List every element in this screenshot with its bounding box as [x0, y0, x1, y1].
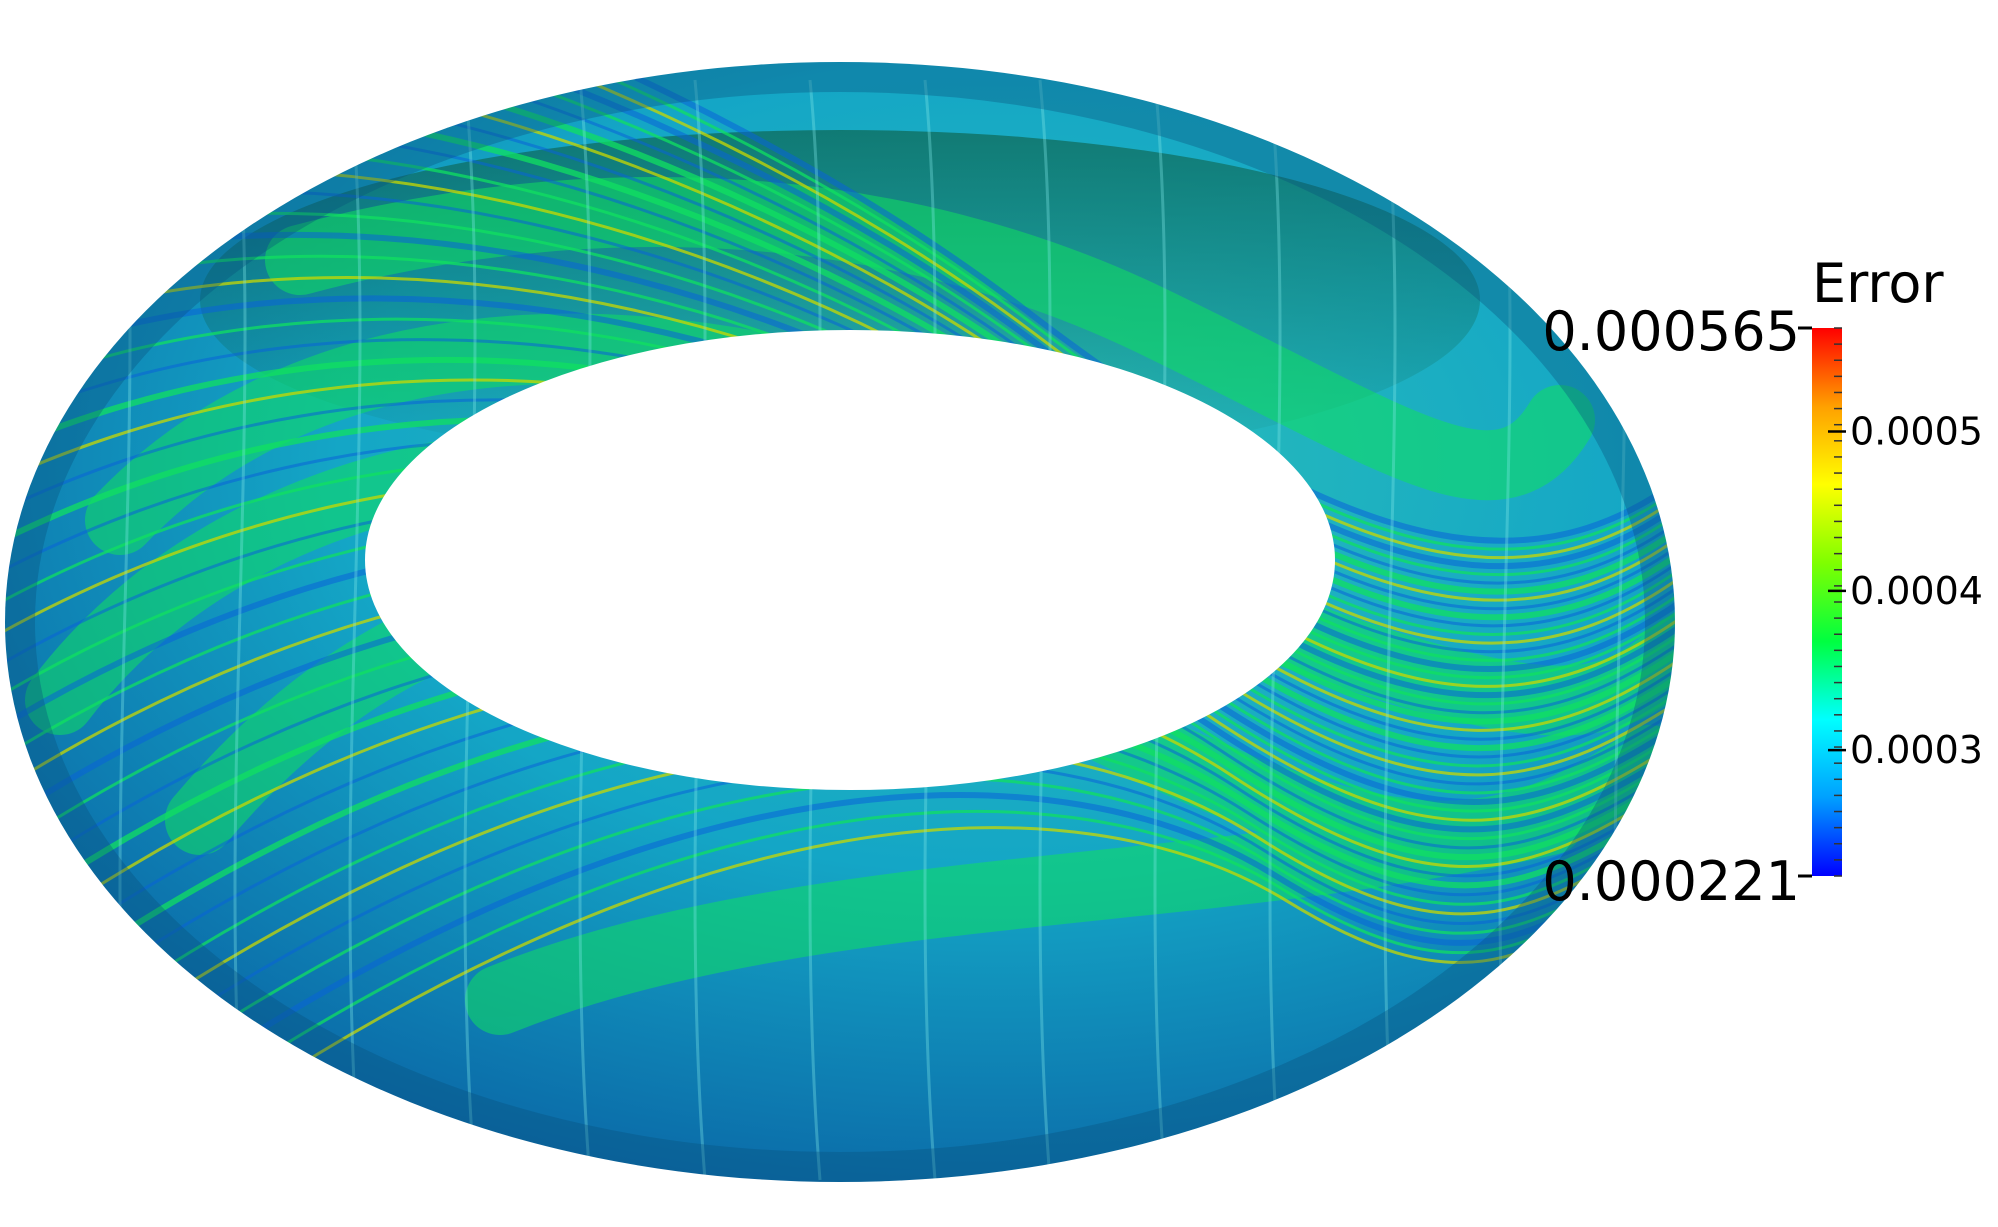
- surface-meridian: [233, 79, 247, 1181]
- surface-stripe: [0, 211, 1721, 662]
- surface-stripe: [5, 513, 1721, 795]
- surface-stripe: [0, 254, 1721, 680]
- surface-stripe: [0, 338, 1721, 715]
- surface-stripe: [0, 378, 1721, 732]
- surface-stripe: [0, 26, 1722, 595]
- surface-stripe: [60, 691, 1722, 975]
- surface-stripe: [78, 743, 1721, 1058]
- surface-stripe: [94, 792, 1722, 1143]
- surface-meridian: [693, 79, 707, 1181]
- surface-stripe: [0, 231, 1722, 672]
- surface-stripe: [0, 416, 1722, 752]
- surface-band: [25, 424, 1715, 736]
- surface-meridian: [118, 79, 132, 1181]
- surface-stripe: [0, 317, 1721, 706]
- colorbar-tick-label: 0.0004: [1850, 569, 1983, 613]
- surface-meridian: [1613, 79, 1627, 1181]
- surface-stripe: [0, 456, 1721, 768]
- colorbar-tick-label: 0.0005: [1850, 410, 1983, 454]
- colorbar-tick-label: 0.0003: [1850, 728, 1983, 772]
- surface-stripe: [22, 569, 1721, 822]
- surface-stripe: [0, 122, 1721, 628]
- surface-stripe: [0, 295, 1722, 699]
- surface-meridian: [1383, 79, 1397, 1181]
- surface-stripe: [55, 675, 1721, 946]
- surface-stripe: [16, 550, 1721, 813]
- surface-meridian: [578, 79, 592, 1181]
- surface-meridian: [348, 79, 362, 1181]
- surface-stripe: [0, 476, 1721, 777]
- surface-band: [265, 177, 1595, 501]
- surface-stripe: [0, 276, 1721, 688]
- surface-stripe: [67, 709, 1721, 1002]
- surface-stripe: [0, 189, 1721, 654]
- colorbar-tick-labels: 0.0005 0.0004 0.0003: [1828, 410, 1983, 772]
- surface-meridian: [463, 79, 477, 1181]
- surface-stripe: [0, 97, 1722, 621]
- surface-meridian: [1498, 79, 1512, 1181]
- surface-stripe: [0, 398, 1721, 741]
- surface-stripe: [100, 809, 1721, 1170]
- colorbar-title: Error: [1812, 252, 1944, 315]
- surface-stripe: [89, 776, 1721, 1114]
- surface-stripe: [10, 530, 1722, 805]
- surface-stripe: [0, 3, 1721, 585]
- surface-stripe: [0, 437, 1721, 759]
- surface-stripe: [407, 0, 1722, 551]
- surface-stripe: [203, 0, 1722, 577]
- surface-stripe: [33, 605, 1721, 841]
- surface-stripe: [357, 0, 1722, 560]
- surface-meridian: [1153, 79, 1167, 1181]
- surface-stripe: [83, 760, 1721, 1086]
- surface-stripe: [444, 0, 1723, 544]
- surface-stripe: [106, 826, 1721, 1198]
- surface-meridian: [923, 79, 937, 1181]
- surface-stripe: [50, 658, 1721, 918]
- surface-stripe: [0, 167, 1721, 645]
- surface-meridian: [1268, 79, 1282, 1181]
- colorbar-minor-ticks: [1798, 326, 1842, 878]
- colorbar-max-label: 0.000565: [1542, 300, 1800, 363]
- surface-stripe: [0, 494, 1721, 786]
- surface-stripe: [0, 52, 1721, 602]
- surface-stripe: [72, 726, 1721, 1030]
- surface-stripe: [39, 622, 1721, 862]
- surface-stripe: [0, 75, 1721, 611]
- surface-stripe: [288, 0, 1723, 570]
- surface-meridian: [1038, 79, 1052, 1181]
- surface-stripe: [0, 145, 1721, 636]
- surface-stripe: [43, 638, 1722, 891]
- colorbar-legend: Error 0.000565 0.000221 0.00050.00040.00…: [1542, 252, 1983, 913]
- colorbar-min-label: 0.000221: [1542, 850, 1800, 913]
- surface-band: [85, 313, 985, 555]
- surface-stripe: [0, 356, 1722, 725]
- surface-meridian: [808, 79, 822, 1181]
- surface-stripe: [27, 585, 1722, 833]
